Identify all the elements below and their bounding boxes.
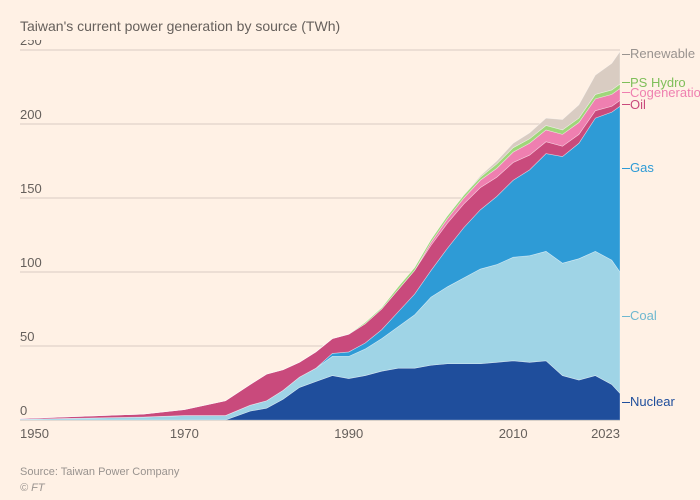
- x-tick-label: 2023: [591, 426, 620, 440]
- x-tick-label: 1970: [170, 426, 199, 440]
- x-tick-label: 1990: [334, 426, 363, 440]
- plot-area: 0 50 100 150 200 250 1950 1970 1990 2010 2023: [20, 40, 620, 440]
- y-tick-label: 200: [20, 107, 42, 122]
- chart-svg: 0 50 100 150 200 250 1950 1970 1990 2010 2023: [20, 40, 620, 440]
- y-tick-label: 150: [20, 181, 42, 196]
- y-tick-label: 100: [20, 255, 42, 270]
- y-tick-label: 250: [20, 40, 42, 48]
- x-tick-label: 2010: [499, 426, 528, 440]
- series-label-renewable: Renewable: [630, 46, 695, 61]
- y-tick-label: 0: [20, 403, 27, 418]
- series-label-gas: Gas: [630, 160, 654, 175]
- source-line: Source: Taiwan Power Company: [20, 466, 179, 478]
- series-label-oil: Oil: [630, 97, 646, 112]
- series-label-nuclear: Nuclear: [630, 394, 675, 409]
- chart-title: Taiwan's current power generation by sou…: [20, 18, 340, 34]
- chart-container: Taiwan's current power generation by sou…: [0, 0, 700, 500]
- series-label-coal: Coal: [630, 308, 657, 323]
- x-tick-label: 1950: [20, 426, 49, 440]
- y-tick-label: 50: [20, 329, 34, 344]
- copyright-line: © FT: [20, 482, 45, 494]
